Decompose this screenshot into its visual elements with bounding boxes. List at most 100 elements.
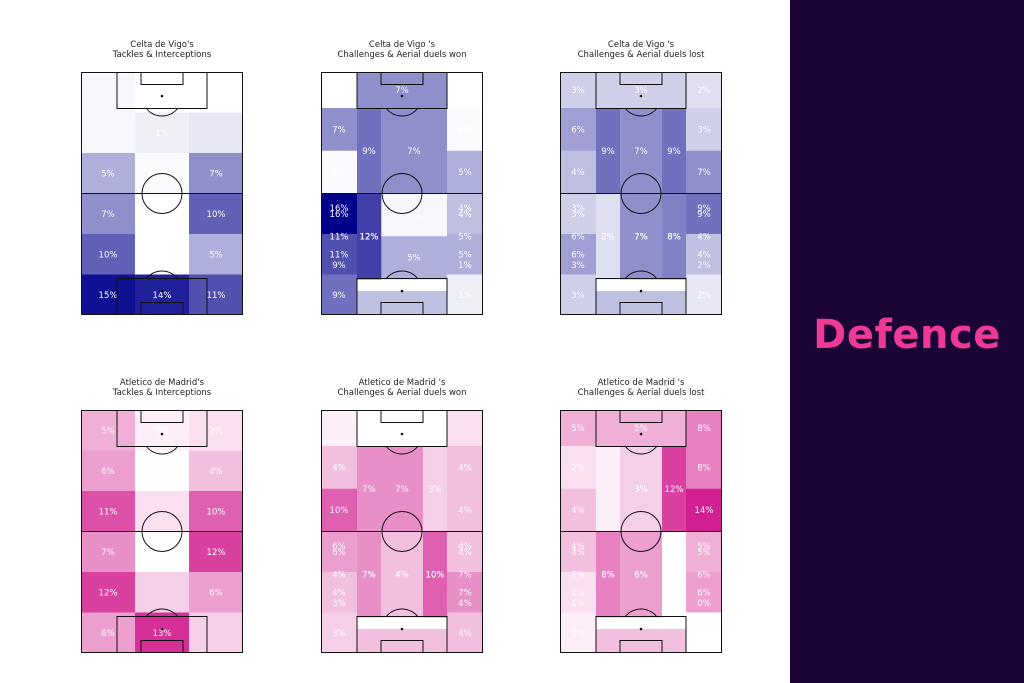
cell-label: 4% [395, 570, 409, 580]
heatmap-cell [189, 612, 243, 653]
cell-label: 5% [458, 168, 472, 178]
pitch-lines [81, 410, 243, 653]
chart-title-line2: Challenges & Aerial duels lost [577, 388, 705, 398]
heatmap-cell [189, 450, 243, 492]
cell-label: 6% [101, 467, 115, 477]
cell-label: 4% [395, 570, 409, 580]
cell-label: 4% [571, 548, 585, 558]
cell-label: 1% [571, 599, 585, 609]
heatmap-cell [321, 446, 358, 490]
chart-title-line1: Atletico de Madrid 's [358, 378, 446, 388]
cell-label: 12% [665, 485, 684, 495]
cell-label: 0% [407, 211, 421, 221]
pitch-heatmap: 5% 5% 8%2%4%3% 12%8%14%4%2%1%8% 6% 0%5%6%0%4%… [560, 410, 722, 653]
cell-label: 0% [332, 168, 346, 178]
heatmap-cell [357, 446, 382, 532]
cell-label: 5% [101, 426, 115, 436]
heatmap-cell [321, 108, 358, 152]
cell-label: 8% [667, 232, 681, 242]
chart-title-line1: Atletico de Madrid 's [597, 378, 685, 388]
cell-label: 10% [99, 250, 118, 260]
cell-label: 7% [362, 485, 376, 495]
heatmap-cell [135, 112, 190, 154]
heatmap-cell [560, 234, 597, 275]
heatmap-cell [81, 274, 136, 315]
cell-label: 4% [458, 210, 472, 220]
cell-label: 4% [332, 570, 346, 580]
heatmap-cell [686, 108, 722, 152]
heatmap-cell [189, 193, 243, 235]
cell-label: 3% [428, 485, 442, 495]
heatmap-cell [81, 531, 136, 573]
cell-label: 11% [207, 291, 226, 301]
chart-title-line2: Challenges & Aerial duels won [337, 388, 467, 398]
cell-label: 7% [209, 169, 223, 179]
cell-label: 1% [155, 129, 169, 139]
cell-label: 2% [209, 426, 223, 436]
cell-label: 0% [332, 86, 346, 96]
cell-label: 4% [458, 548, 472, 558]
cell-label: 15% [99, 291, 118, 301]
heatmap-cell [447, 572, 483, 613]
cell-label: 10% [330, 506, 349, 516]
cell-label: 4% [697, 232, 711, 242]
heatmap-cell [560, 150, 597, 194]
pitch-heatmap: 0% 7% 0%7%0%9% 7%0%5%16%11%9%12%0%5%4%5%1%1… [321, 72, 483, 315]
cell-label: 7% [634, 147, 648, 157]
heatmap-cell [447, 612, 483, 653]
heatmap-cell [189, 572, 243, 613]
cell-label: 2% [697, 291, 711, 301]
cell-label: 4% [458, 506, 472, 516]
cell-label: 7% [407, 147, 421, 157]
cell-label: 1% [458, 261, 472, 271]
heatmap-cell [596, 72, 687, 109]
cell-label: 6% [101, 629, 115, 639]
heatmap-cell [447, 446, 483, 490]
charts-area: Celta de Vigo's Tackles & Interceptions 5%… [47, 40, 756, 653]
heatmap-cell [686, 531, 722, 573]
cell-label: 3% [332, 599, 346, 609]
heatmap-cell [189, 72, 243, 113]
heatmap-cell [560, 193, 597, 235]
cell-label: 8% [697, 424, 711, 434]
heatmap-cell [357, 193, 382, 280]
pitch-lines [321, 410, 483, 653]
heatmap-cell [560, 108, 597, 152]
cell-label: 7% [395, 86, 409, 96]
cell-label: 6% [697, 588, 711, 598]
cell-label: 0% [155, 467, 169, 477]
heatmap-cell [686, 234, 722, 275]
heatmap-cell [447, 72, 483, 109]
chart-title: Celta de Vigo 's Challenges & Aerial duel… [287, 40, 517, 60]
heatmap-cell [321, 612, 358, 653]
heatmap-cell [596, 531, 621, 618]
chart-title: Celta de Vigo 's Challenges & Aerial duel… [526, 40, 756, 60]
cell-label: 14% [153, 291, 172, 301]
cell-label: 2% [571, 588, 585, 598]
chart-title-line2: Tackles & Interceptions [112, 388, 212, 398]
heatmap-cell [321, 150, 358, 194]
cell-label: 7% [697, 168, 711, 178]
cell-label: 10% [426, 570, 445, 580]
heatmap-cell [560, 274, 597, 315]
heatmap-cell [81, 72, 136, 113]
heatmap-cell [662, 531, 687, 618]
heatmap-cell [81, 234, 136, 275]
chart-title: Celta de Vigo's Tackles & Interceptions [47, 40, 277, 60]
heatmap-cell [81, 491, 136, 532]
cell-label: 3% [634, 485, 648, 495]
cell-label: 0% [697, 629, 711, 639]
heatmap-cell [189, 410, 243, 451]
heatmap-cell [321, 72, 358, 109]
cell-label: 4% [458, 463, 472, 473]
cell-label: 4% [458, 599, 472, 609]
heatmap-cell [81, 193, 136, 235]
heatmap-cell [189, 234, 243, 275]
cell-label: 6% [332, 548, 346, 558]
cell-label: 10% [426, 570, 445, 580]
cell-label: 7% [395, 485, 409, 495]
cell-label: 6% [209, 588, 223, 598]
heatmap-cell [357, 72, 448, 109]
heatmap-cell [357, 410, 448, 447]
chart-title-line2: Challenges & Aerial duels lost [577, 50, 705, 60]
